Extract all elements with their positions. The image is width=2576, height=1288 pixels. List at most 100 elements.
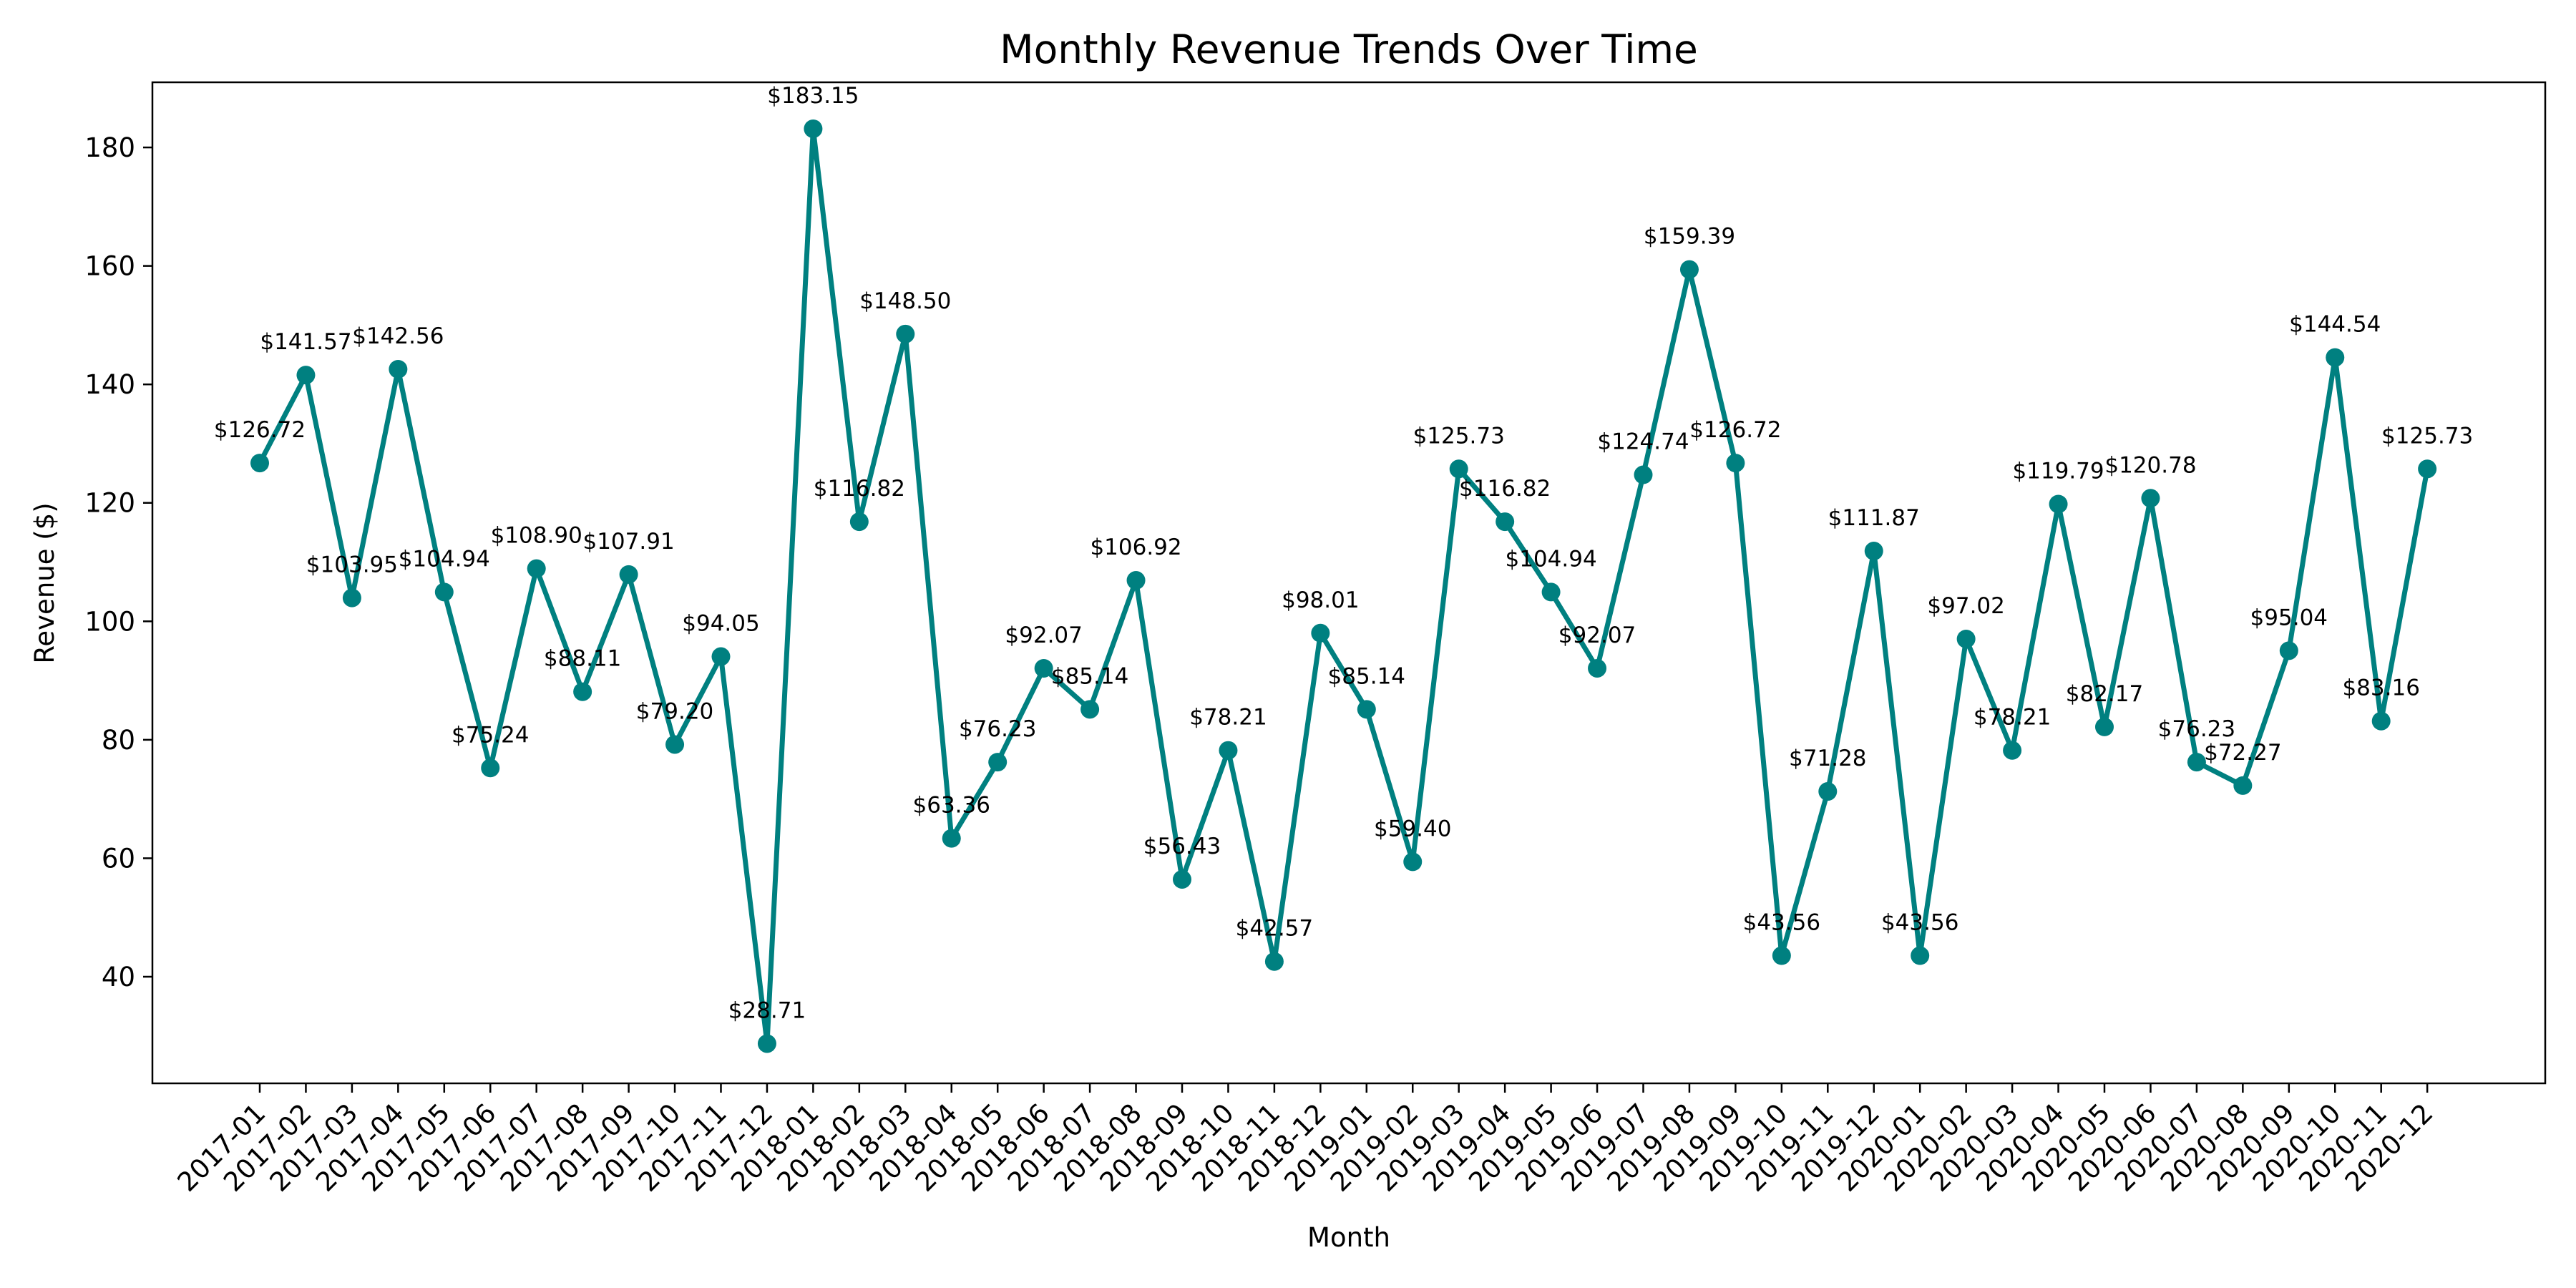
data-label: $92.07 [1558, 623, 1636, 648]
data-point [711, 647, 731, 666]
data-label: $76.23 [2158, 716, 2235, 742]
data-label: $97.02 [1927, 593, 2004, 619]
y-tick-label: 100 [84, 606, 135, 637]
data-point [527, 559, 546, 578]
data-point [2187, 753, 2206, 772]
data-labels: $126.72 $141.57 $103.95 $142.56 $104.94 $75.2… [214, 83, 2473, 1023]
data-point [619, 565, 638, 584]
data-point [2418, 459, 2437, 479]
y-tick-label: 60 [102, 843, 135, 874]
data-point [481, 758, 500, 778]
data-point [2233, 776, 2253, 795]
data-label: $72.27 [2204, 740, 2281, 766]
data-label: $83.16 [2342, 675, 2419, 701]
data-point [757, 1034, 776, 1053]
y-axis: 40 60 80 100 120 140 160 180 [84, 132, 152, 992]
x-axis: 2017-012017-022017-032017-042017-052017-… [172, 1083, 2439, 1198]
data-point [942, 829, 961, 848]
data-label: $95.04 [2250, 605, 2328, 630]
data-label: $42.57 [1236, 916, 1313, 942]
data-point [2326, 348, 2345, 367]
data-label: $104.94 [399, 546, 490, 572]
plot-area-frame [151, 81, 2547, 1085]
data-point [573, 682, 592, 701]
data-point [1403, 852, 1423, 872]
data-point [665, 735, 685, 754]
data-label: $111.87 [1828, 505, 1920, 531]
data-point [1726, 454, 1745, 473]
data-point [342, 588, 361, 608]
data-point [1679, 260, 1699, 279]
data-point [1264, 952, 1284, 971]
data-label: $125.73 [1413, 423, 1505, 449]
data-point [1357, 700, 1376, 719]
data-label: $124.74 [1597, 429, 1689, 455]
data-point [1634, 465, 1653, 484]
data-label: $94.05 [682, 611, 759, 637]
data-label: $126.72 [1689, 417, 1781, 443]
data-label: $88.11 [544, 646, 621, 672]
y-tick-label: 180 [84, 132, 135, 163]
data-point [296, 366, 316, 385]
data-point [1911, 946, 1930, 965]
data-label: $71.28 [1789, 746, 1866, 771]
data-point [1080, 700, 1100, 719]
data-label: $79.20 [636, 698, 713, 724]
data-label: $59.40 [1374, 816, 1451, 841]
data-label: $119.79 [2012, 458, 2104, 484]
data-point [1311, 623, 1330, 643]
data-label: $56.43 [1143, 834, 1221, 859]
data-label: $142.56 [352, 323, 444, 349]
data-point [2141, 489, 2160, 508]
data-label: $92.07 [1005, 623, 1082, 648]
data-label: $106.92 [1090, 535, 1181, 560]
y-axis-label: Revenue ($) [29, 502, 60, 663]
data-label: $103.95 [306, 552, 398, 578]
data-label: $148.50 [859, 288, 951, 314]
data-point [1956, 629, 1976, 648]
data-label: $76.23 [959, 716, 1036, 742]
data-point [2095, 717, 2114, 736]
data-point [1772, 946, 1791, 965]
revenue-series-line [257, 126, 2430, 1046]
data-point [2279, 641, 2298, 660]
data-label: $159.39 [1644, 224, 1735, 250]
data-point [849, 512, 869, 532]
data-label: $126.72 [214, 417, 306, 443]
chart-title: Monthly Revenue Trends Over Time [1000, 26, 1698, 72]
data-label: $78.21 [1189, 705, 1267, 731]
data-point [1034, 658, 1053, 678]
data-label: $43.56 [1743, 910, 1820, 936]
y-tick-label: 80 [102, 725, 135, 756]
data-point [1449, 459, 1468, 479]
data-point [434, 582, 454, 602]
data-point [389, 359, 408, 379]
data-label: $107.91 [582, 529, 674, 555]
data-point [1864, 542, 1883, 561]
data-point [1126, 571, 1146, 590]
data-label: $98.01 [1282, 587, 1359, 613]
data-point [1496, 512, 1515, 532]
data-label: $120.78 [2104, 452, 2196, 478]
data-label: $116.82 [1459, 476, 1551, 502]
data-label: $144.54 [2289, 312, 2381, 338]
y-tick-label: 140 [84, 369, 135, 400]
data-label: $141.57 [260, 329, 351, 355]
data-label: $75.24 [452, 722, 529, 748]
data-point [2371, 711, 2391, 731]
data-label: $78.21 [1974, 705, 2051, 731]
data-points [250, 119, 2437, 1053]
data-label: $116.82 [814, 476, 905, 502]
data-label: $104.94 [1505, 546, 1596, 572]
data-point [804, 119, 823, 138]
data-point [2049, 494, 2068, 514]
data-label: $85.14 [1051, 663, 1128, 689]
data-label: $63.36 [913, 793, 990, 819]
data-point [1219, 741, 1238, 760]
data-point [1588, 658, 1607, 678]
data-point [2003, 741, 2022, 760]
data-point [1173, 869, 1191, 889]
data-point [1541, 582, 1561, 602]
